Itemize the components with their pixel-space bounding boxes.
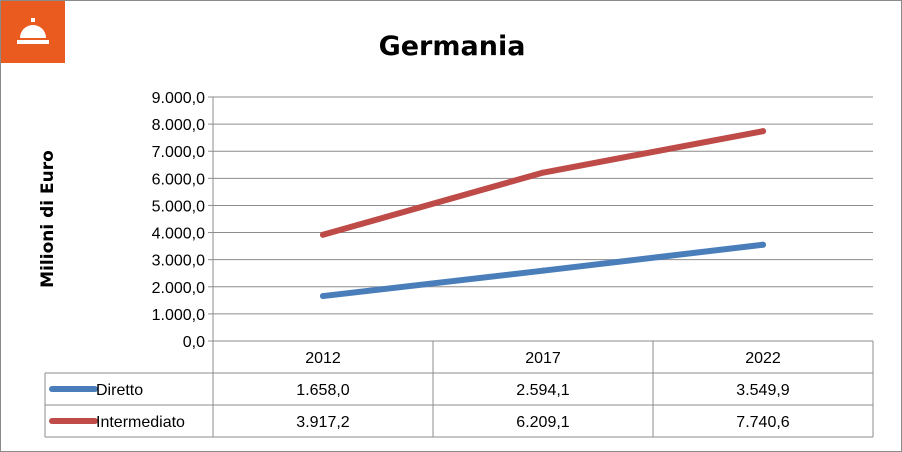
data-table-value: 2.594,1 xyxy=(516,382,569,399)
data-table-value: 1.658,0 xyxy=(296,382,349,399)
data-table-value: 3.917,2 xyxy=(296,414,349,431)
data-table-value: 6.209,1 xyxy=(516,414,569,431)
x-category-label: 2022 xyxy=(745,350,781,367)
data-point xyxy=(760,128,766,135)
chart-title: Germania xyxy=(378,31,526,62)
logo xyxy=(1,1,65,63)
y-tick-label: 0,0 xyxy=(183,334,205,351)
data-point xyxy=(320,293,326,300)
data-point xyxy=(540,267,546,274)
x-category-label: 2012 xyxy=(305,350,341,367)
y-tick-label: 7.000,0 xyxy=(152,144,205,161)
y-tick-label: 9.000,0 xyxy=(152,90,205,107)
data-point xyxy=(320,231,326,238)
data-table-value: 3.549,9 xyxy=(736,382,789,399)
y-tick-label: 3.000,0 xyxy=(152,253,205,270)
y-tick-label: 4.000,0 xyxy=(152,226,205,243)
x-category-label: 2017 xyxy=(525,350,561,367)
data-point xyxy=(760,241,766,248)
y-tick-label: 8.000,0 xyxy=(152,117,205,134)
y-tick-label: 1.000,0 xyxy=(152,307,205,324)
data-table-value: 7.740,6 xyxy=(736,414,789,431)
service-bell-icon xyxy=(17,18,49,44)
y-tick-label: 5.000,0 xyxy=(152,198,205,215)
y-tick-label: 2.000,0 xyxy=(152,280,205,297)
data-point xyxy=(540,169,546,176)
y-tick-label: 6.000,0 xyxy=(152,171,205,188)
series-line-intermediato xyxy=(320,128,766,238)
legend-label: Intermediato xyxy=(96,414,185,431)
legend-label: Diretto xyxy=(96,382,143,399)
